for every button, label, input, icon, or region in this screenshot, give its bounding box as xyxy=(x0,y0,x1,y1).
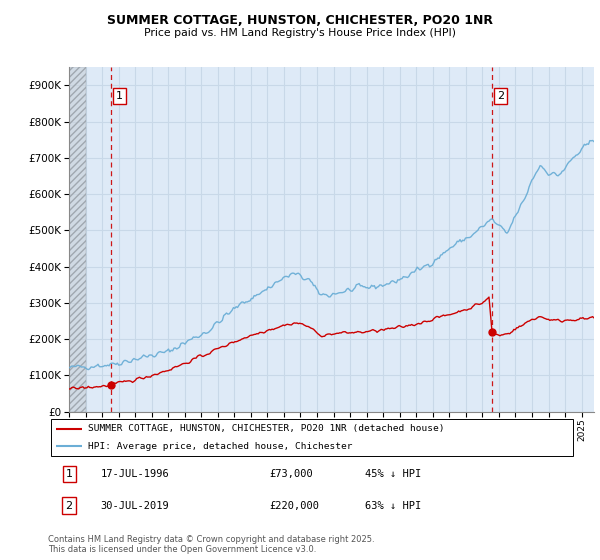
Text: SUMMER COTTAGE, HUNSTON, CHICHESTER, PO20 1NR: SUMMER COTTAGE, HUNSTON, CHICHESTER, PO2… xyxy=(107,14,493,27)
Text: 1: 1 xyxy=(116,91,123,101)
Text: £220,000: £220,000 xyxy=(270,501,320,511)
FancyBboxPatch shape xyxy=(50,419,574,456)
Text: SUMMER COTTAGE, HUNSTON, CHICHESTER, PO20 1NR (detached house): SUMMER COTTAGE, HUNSTON, CHICHESTER, PO2… xyxy=(88,424,444,433)
Text: 63% ↓ HPI: 63% ↓ HPI xyxy=(365,501,421,511)
Text: £73,000: £73,000 xyxy=(270,469,314,479)
Text: Price paid vs. HM Land Registry's House Price Index (HPI): Price paid vs. HM Land Registry's House … xyxy=(144,28,456,38)
Text: Contains HM Land Registry data © Crown copyright and database right 2025.
This d: Contains HM Land Registry data © Crown c… xyxy=(48,535,374,554)
Text: 2: 2 xyxy=(497,91,504,101)
Text: 30-JUL-2019: 30-JUL-2019 xyxy=(101,501,170,511)
Text: 17-JUL-1996: 17-JUL-1996 xyxy=(101,469,170,479)
Text: 1: 1 xyxy=(65,469,73,479)
Text: 2: 2 xyxy=(65,501,73,511)
Text: 45% ↓ HPI: 45% ↓ HPI xyxy=(365,469,421,479)
Text: HPI: Average price, detached house, Chichester: HPI: Average price, detached house, Chic… xyxy=(88,442,352,451)
